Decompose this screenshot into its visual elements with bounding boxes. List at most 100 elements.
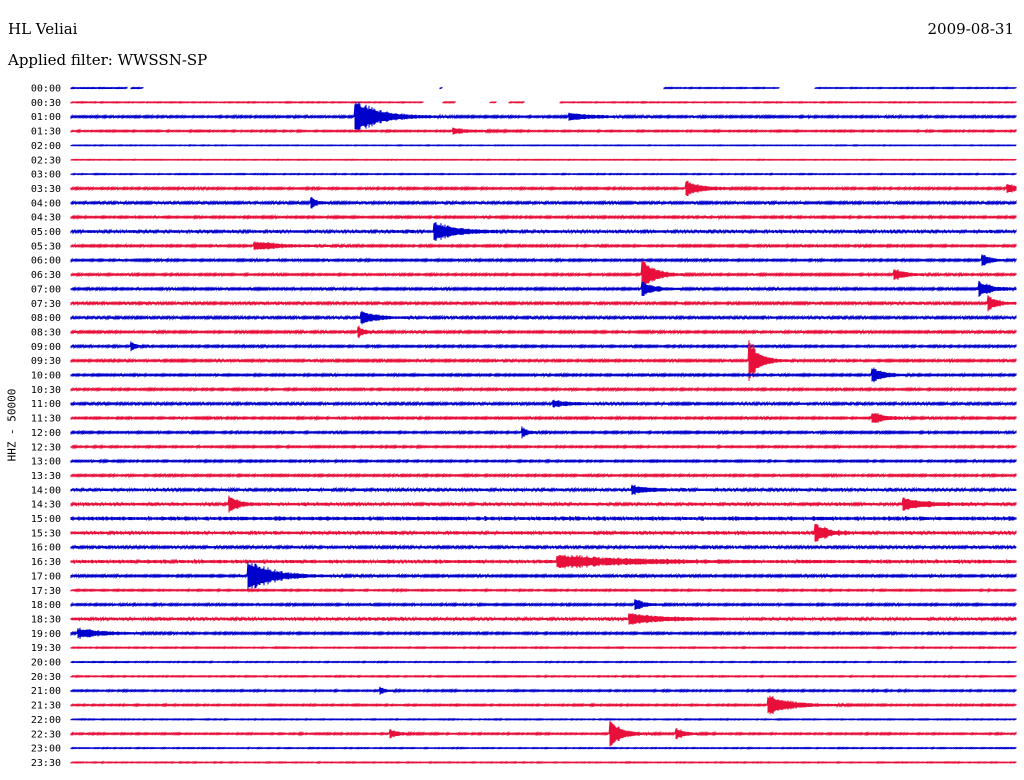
trace-row-1830: [70, 613, 1017, 625]
row-time-label: 12:30: [31, 442, 61, 453]
date-label: 2009-08-31: [927, 20, 1014, 38]
trace-row-1300: [70, 458, 1017, 465]
row-time-label: 05:30: [31, 241, 61, 252]
row-time-label: 18:30: [31, 614, 61, 625]
trace-row-1100: [70, 399, 1017, 408]
row-time-label: 01:30: [31, 127, 61, 138]
trace-row-1230: [70, 443, 1017, 450]
row-time-label: 13:00: [31, 457, 61, 468]
trace-row-1500: [70, 515, 1017, 522]
trace-row-0200: [70, 143, 1017, 147]
row-time-label: 20:00: [31, 658, 61, 669]
trace-row-1630: [70, 554, 1017, 569]
row-time-label: 10:30: [31, 385, 61, 396]
trace-row-2330: [70, 760, 1017, 765]
row-time-label: 19:30: [31, 643, 61, 654]
row-time-label: 21:30: [31, 701, 61, 712]
row-time-label: 17:00: [31, 571, 61, 582]
trace-row-1530: [70, 524, 1017, 542]
row-time-label: 01:00: [31, 112, 61, 123]
row-time-label: 22:30: [31, 729, 61, 740]
row-time-label: 15:00: [31, 514, 61, 525]
row-time-label: 06:30: [31, 270, 61, 281]
row-time-label: 09:00: [31, 342, 61, 353]
trace-row-1130: [70, 413, 1017, 424]
row-time-label: 07:30: [31, 299, 61, 310]
row-time-label: 17:30: [31, 586, 61, 597]
trace-row-2100: [70, 686, 1017, 695]
trace-row-0330: [70, 180, 1017, 197]
trace-row-0930: [70, 340, 1017, 382]
filter-label: Applied filter: WWSSN-SP: [8, 51, 208, 69]
row-time-label: 13:30: [31, 471, 61, 482]
trace-row-0700: [70, 280, 1017, 297]
row-time-label: 22:00: [31, 715, 61, 726]
row-time-label: 04:30: [31, 213, 61, 224]
row-time-label: 16:30: [31, 557, 61, 568]
trace-row-1900: [70, 627, 1017, 639]
row-time-label: 23:30: [31, 758, 61, 769]
row-time-label: 06:00: [31, 256, 61, 267]
trace-row-1700: [70, 561, 1017, 590]
trace-row-0530: [70, 241, 1017, 251]
trace-row-1030: [70, 386, 1017, 393]
trace-row-1400: [70, 484, 1017, 495]
row-time-label: 18:00: [31, 600, 61, 611]
trace-row-0400: [70, 197, 1017, 209]
row-time-label: 21:00: [31, 686, 61, 697]
row-time-label: 20:30: [31, 672, 61, 683]
row-time-label: 05:00: [31, 227, 61, 238]
trace-row-0230: [70, 158, 1017, 162]
trace-row-2230: [70, 721, 1017, 747]
row-time-label: 11:30: [31, 414, 61, 425]
row-time-label: 16:00: [31, 543, 61, 554]
row-time-label: 07:00: [31, 284, 61, 295]
trace-row-0300: [70, 172, 1017, 176]
row-time-label: 23:00: [31, 744, 61, 755]
row-time-label: 15:30: [31, 528, 61, 539]
row-time-label: 03:30: [31, 184, 61, 195]
row-time-label: 14:00: [31, 485, 61, 496]
row-time-label: 10:00: [31, 371, 61, 382]
row-time-label: 09:30: [31, 356, 61, 367]
trace-row-1930: [70, 645, 1017, 650]
trace-row-0900: [70, 341, 1017, 352]
trace-row-1730: [70, 587, 1017, 594]
row-time-label: 11:00: [31, 399, 61, 410]
trace-row-1000: [70, 367, 1017, 383]
trace-row-0030: [70, 100, 1017, 105]
row-time-label: 08:30: [31, 327, 61, 338]
trace-row-1430: [70, 495, 1017, 513]
trace-row-0430: [70, 214, 1017, 221]
trace-row-0130: [70, 127, 1017, 135]
row-time-label: 12:00: [31, 428, 61, 439]
trace-row-2130: [70, 695, 1017, 715]
trace-row-0830: [70, 325, 1017, 339]
row-time-label: 02:00: [31, 141, 61, 152]
trace-row-0100: [70, 101, 1017, 132]
trace-row-2200: [70, 717, 1017, 722]
trace-row-0630: [70, 260, 1017, 289]
trace-row-2000: [70, 660, 1017, 664]
trace-row-0800: [70, 310, 1017, 325]
row-time-label: 00:00: [31, 84, 61, 95]
row-time-label: 00:30: [31, 98, 61, 109]
row-time-label: 08:00: [31, 313, 61, 324]
trace-row-0000: [70, 86, 1017, 90]
row-time-label: 02:30: [31, 155, 61, 166]
trace-row-0730: [70, 295, 1017, 312]
trace-row-0600: [70, 254, 1017, 267]
row-time-label: 14:30: [31, 500, 61, 511]
trace-row-2300: [70, 746, 1017, 750]
row-time-label: 03:00: [31, 170, 61, 181]
station-title: HL Veliai: [8, 20, 78, 38]
row-time-label: 19:00: [31, 629, 61, 640]
trace-row-1330: [70, 472, 1017, 479]
trace-row-2030: [70, 674, 1017, 679]
trace-row-0500: [70, 222, 1017, 241]
trace-row-1800: [70, 599, 1017, 611]
trace-row-1600: [70, 543, 1017, 551]
trace-row-1200: [70, 426, 1017, 439]
row-time-label: 04:00: [31, 198, 61, 209]
